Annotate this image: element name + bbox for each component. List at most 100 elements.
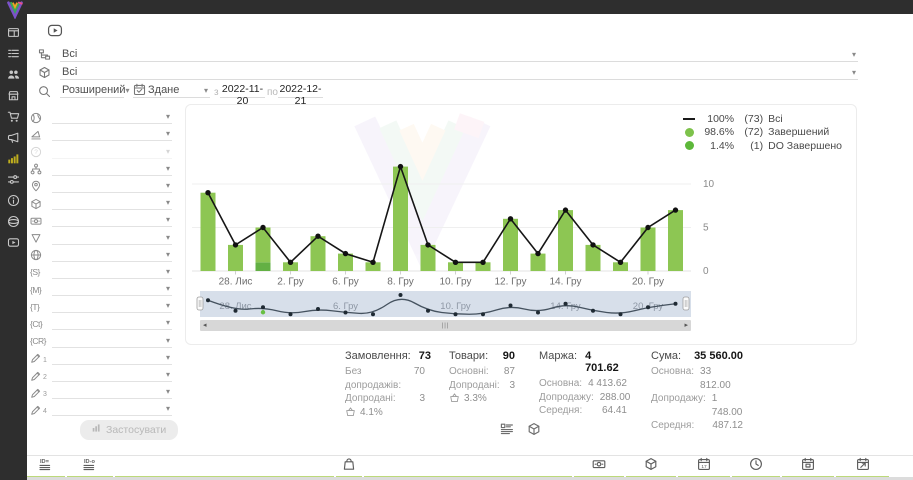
svg-text:14. Гру: 14. Гру [550, 301, 581, 312]
top-bar [0, 0, 913, 14]
caret-down-icon: ▾ [165, 266, 170, 276]
filter-select-14[interactable]: ▾ [52, 333, 172, 348]
stat-head: Замовлення: 73 [345, 350, 431, 362]
filter-row-5: ▾ [30, 176, 172, 193]
sidebar-item-web[interactable] [0, 213, 27, 234]
filter-select-18[interactable]: ▾ [52, 401, 172, 417]
filter-select-7[interactable]: ▾ [52, 212, 172, 228]
sidebar-item-settings[interactable] [0, 171, 27, 192]
scrollbar-grip[interactable]: ||| [441, 322, 450, 329]
svg-text:6. Гру: 6. Гру [333, 301, 358, 312]
product-view-toggle[interactable] [527, 422, 541, 436]
brand-logo-icon[interactable] [5, 1, 25, 20]
table-column-2-id-lines[interactable]: ID-о [67, 457, 113, 478]
filter-select-6[interactable]: ▾ [52, 195, 172, 211]
filter-row-17: 3 ▾ [30, 382, 172, 400]
stat-subrow: Середня: 64.41 [539, 405, 627, 416]
pencil-icon-2: 2 [30, 369, 52, 382]
svg-text:20. Гру: 20. Гру [632, 277, 664, 288]
chart-legend: 100% (73) Всі 98.6% (72) Завершений 1.4% (1) DO … [681, 112, 842, 153]
svg-text:0: 0 [703, 266, 709, 277]
id-lines-icon: ID= [39, 457, 53, 476]
date-to-input[interactable]: 2022-12-21 [278, 83, 323, 107]
sidebar-item-cart[interactable] [0, 108, 27, 129]
filter-select-9[interactable]: ▾ [52, 247, 172, 262]
table-column-10-calendar-add[interactable] [782, 457, 834, 478]
category-select[interactable]: Всі ▾ [60, 47, 858, 62]
sidebar-item-video[interactable] [0, 234, 27, 255]
filter-panel: ▾ ▾? ▾ ▾ ▾ ▾ ▾ ▾ ▾ {S} ▾ {M} ▾ {T} ▾ {Ct} ▾ {CR} ▾ 1 ▾ 2 ▾ 3 ▾ 4 ▾ [30, 107, 172, 417]
caret-down-icon: ▾ [165, 370, 170, 379]
scroll-left-arrow-icon[interactable]: ◂ [203, 322, 207, 329]
orders-bar-line-chart[interactable]: 0 5 10 28. Лис 2. Гру 6. Гру 8. Гру 10. Гру 12. … [186, 105, 858, 288]
caret-down-icon: ▾ [851, 50, 856, 59]
legend-dot-swatch [684, 141, 694, 151]
filter-select-5[interactable]: ▾ [52, 178, 172, 193]
sidebar-rail [0, 0, 27, 480]
date-type-value: Здане [148, 84, 180, 96]
filter-select-10[interactable]: ▾ [52, 264, 172, 279]
caret-down-icon: ▾ [165, 318, 170, 328]
date-type-select[interactable]: Здане ▾ [133, 83, 210, 98]
sidebar-item-orders[interactable] [0, 45, 27, 66]
sidebar-item-analytics[interactable] [0, 150, 27, 171]
filter-row-6: ▾ [30, 193, 172, 211]
filter-select-1[interactable]: ▾ [52, 109, 172, 125]
legend-item-3[interactable]: 1.4% (1) DO Завершено [681, 139, 842, 153]
caret-down-icon: ▾ [165, 284, 170, 294]
list-view-toggle[interactable] [500, 422, 514, 436]
table-column-8-calendar-date[interactable]: 17 [678, 457, 730, 478]
product-select[interactable]: Всі ▾ [60, 65, 858, 80]
package-icon [38, 66, 51, 79]
brace-cr-icon: {CR} [30, 336, 46, 347]
date-from-input[interactable]: 2022-11-20 [220, 83, 265, 107]
basket-up-icon [449, 392, 460, 403]
table-column-3[interactable] [115, 457, 334, 478]
legend-item-1[interactable]: 100% (73) Всі [681, 112, 842, 126]
filter-row-12: {T} ▾ [30, 296, 172, 314]
help-icon: ? [30, 146, 52, 159]
filter-select-4[interactable]: ▾ [52, 161, 172, 176]
sidebar-item-info[interactable] [0, 192, 27, 213]
caret-down-icon: ▾ [165, 180, 170, 190]
filter-select-8[interactable]: ▾ [52, 230, 172, 245]
table-column-9-clock[interactable] [732, 457, 780, 478]
users-icon [7, 68, 20, 86]
chart-h-scrollbar[interactable]: ◂ ||| ▸ [200, 320, 691, 331]
caret-down-icon: ▾ [203, 86, 208, 95]
filter-select-16[interactable]: ▾ [52, 367, 172, 382]
sidebar-item-store[interactable] [0, 87, 27, 108]
table-column-4-bag[interactable] [336, 457, 362, 478]
filter-row-15: 1 ▾ [30, 348, 172, 365]
search-mode-value: Розширений [62, 84, 126, 96]
sidebar-item-customers[interactable] [0, 66, 27, 87]
brush-handle-left [196, 296, 204, 311]
legend-item-2[interactable]: 98.6% (72) Завершений [681, 126, 842, 140]
table-column-7-cube[interactable] [626, 457, 676, 478]
svg-text:28. Лис: 28. Лис [219, 277, 253, 288]
filter-select-3[interactable]: ▾ [52, 144, 172, 159]
filter-select-11[interactable]: ▾ [52, 281, 172, 297]
table-column-6-banknote[interactable] [574, 457, 624, 478]
video-tutorial-button[interactable] [44, 23, 66, 40]
table-column-1-id-lines[interactable]: ID= [27, 457, 65, 478]
apply-filters-button[interactable]: Застосувати [80, 420, 179, 440]
stat-subrow: Без допродажів: 70 [345, 366, 425, 391]
table-column-11-calendar-edit[interactable] [836, 457, 889, 478]
chart-card: 100% (73) Всі 98.6% (72) Завершений 1.4% (1) DO … [185, 104, 857, 345]
brace-s-icon: {S} [30, 266, 52, 279]
filter-select-12[interactable]: ▾ [52, 298, 172, 314]
filter-select-2[interactable]: ▾ [52, 126, 172, 142]
bottom-scroll-strip[interactable] [27, 477, 913, 480]
filter-select-17[interactable]: ▾ [52, 384, 172, 400]
filter-select-15[interactable]: ▾ [52, 350, 172, 365]
search-mode-select[interactable]: Розширений ▾ [60, 83, 129, 98]
sidebar-item-marketing[interactable] [0, 129, 27, 150]
filter-select-13[interactable]: ▾ [52, 315, 172, 331]
chart-range-brush[interactable]: 28. Лис 6. Гру 10. Гру 14. Гру 20. Гру [186, 289, 858, 319]
sidebar-item-dashboard[interactable] [0, 24, 27, 45]
stat-subrow: Основна: 33 812.00 [651, 366, 731, 391]
table-column-5[interactable] [364, 457, 572, 478]
stat-subrow: 3.3% [449, 392, 515, 406]
scroll-right-arrow-icon[interactable]: ▸ [684, 322, 688, 329]
